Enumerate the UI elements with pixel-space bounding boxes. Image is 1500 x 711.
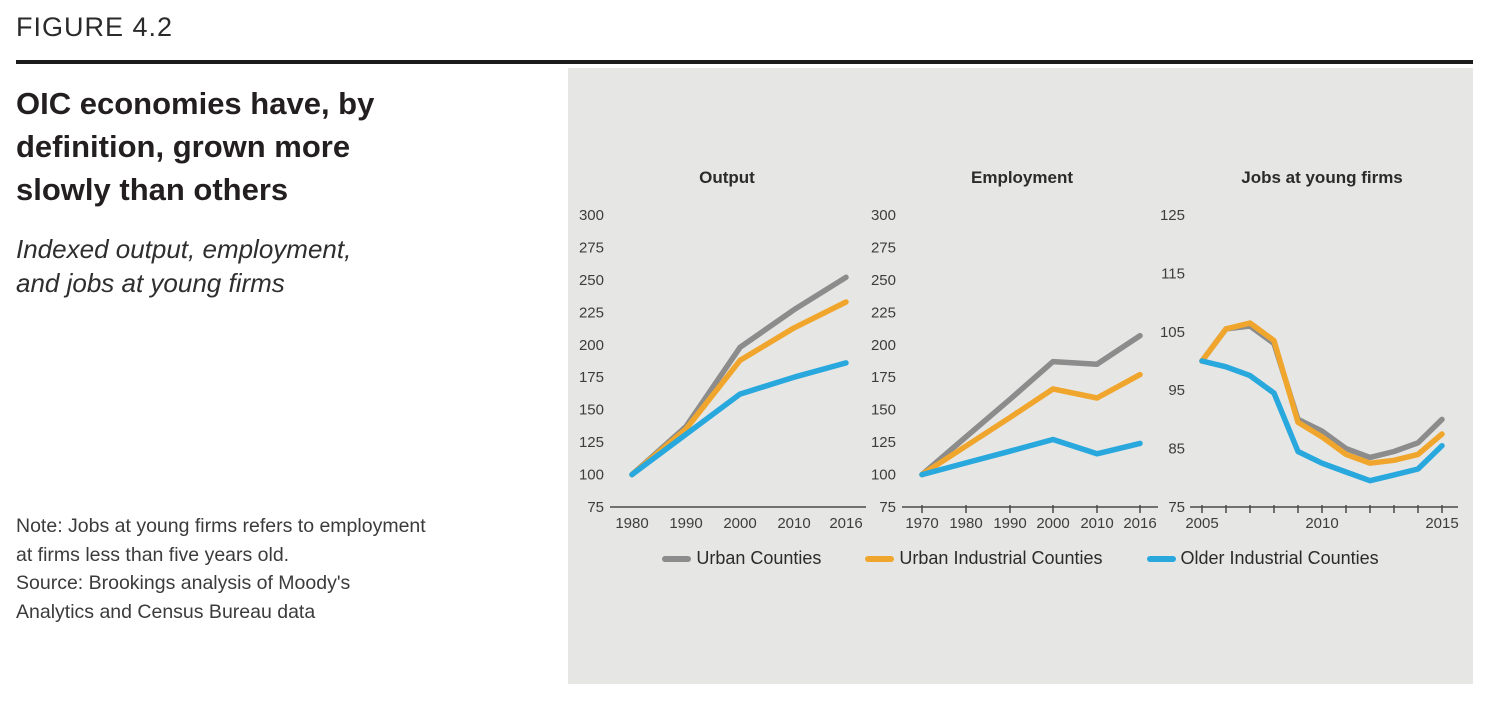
y-tick-label: 175	[579, 369, 604, 386]
series-line-older-industrial-counties	[919, 436, 1143, 478]
y-tick-label: 105	[1160, 324, 1185, 341]
y-tick-label: 250	[871, 272, 896, 289]
figure-notes: Note: Jobs at young firms refers to empl…	[16, 512, 536, 626]
y-tick-label: 100	[871, 467, 896, 484]
y-tick-label: 300	[579, 207, 604, 224]
chart-output: 300 275 250 225 200 175 150 125 100 75 1980 1990 200…	[579, 207, 866, 532]
series-line-urban-industrial-counties	[919, 371, 1143, 478]
chart-panel: Output Employment Jobs at young firms 30…	[568, 68, 1473, 684]
x-tick-label: 2010	[777, 515, 810, 532]
x-tick-label: 2016	[1123, 515, 1156, 532]
series-line-older-industrial-counties	[1199, 358, 1445, 484]
y-tick-label: 225	[871, 304, 896, 321]
y-tick-label: 125	[1160, 207, 1185, 224]
page-title-line: OIC economies have, by	[16, 86, 375, 121]
source-line: Source: Brookings analysis of Moody's	[16, 572, 351, 594]
source-line: Analytics and Census Bureau data	[16, 600, 316, 623]
x-tick-label: 2010	[1305, 515, 1338, 532]
page-title: OIC economies have, by definition, grown…	[16, 82, 476, 211]
y-tick-label: 75	[587, 499, 604, 516]
legend-item-urban-industrial-counties: Urban Industrial Counties	[865, 548, 1103, 569]
y-tick-label: 75	[879, 499, 896, 516]
series-line-urban-counties	[919, 332, 1143, 478]
page-subtitle: Indexed output, employment, and jobs at …	[16, 232, 476, 300]
x-tick-label: 1980	[949, 515, 982, 532]
x-tick-label: 1990	[993, 515, 1026, 532]
line-charts-canvas: 300 275 250 225 200 175 150 125 100 75 1980 1990 200…	[579, 207, 1459, 532]
x-tick-label: 2016	[829, 515, 862, 532]
x-tick-label: 2015	[1425, 515, 1458, 532]
y-tick-label: 175	[871, 369, 896, 386]
y-tick-label: 200	[579, 337, 604, 354]
x-tick-label: 2000	[723, 515, 756, 532]
legend-label: Urban Industrial Counties	[899, 548, 1103, 568]
note-line: at firms less than five years old.	[16, 543, 290, 566]
page-title-line: definition, grown more	[16, 129, 351, 164]
y-tick-label: 275	[579, 239, 604, 256]
horizontal-rule	[16, 60, 1473, 64]
line-swatch-icon	[865, 555, 895, 562]
y-tick-label: 100	[579, 467, 604, 484]
y-tick-label: 125	[579, 434, 604, 451]
y-tick-label: 150	[579, 402, 604, 419]
legend-item-older-industrial-counties: Older Industrial Counties	[1146, 548, 1379, 569]
y-tick-label: 150	[871, 402, 896, 419]
page-subtitle-line: Indexed output, employment,	[16, 234, 352, 264]
y-tick-label: 200	[871, 337, 896, 354]
page-title-line: slowly than others	[16, 172, 289, 207]
x-tick-label: 2010	[1080, 515, 1113, 532]
chart-title-employment: Employment	[970, 168, 1074, 187]
y-tick-label: 275	[871, 239, 896, 256]
series-line-urban-industrial-counties	[1199, 320, 1445, 466]
chart-title-jobs-at-young-firms: Jobs at young firms	[1241, 168, 1403, 187]
legend-label: Urban Counties	[696, 548, 822, 568]
y-tick-label: 115	[1161, 265, 1185, 282]
x-tick-label: 1980	[615, 515, 648, 532]
line-swatch-icon	[662, 555, 692, 562]
chart-title-output: Output	[699, 168, 755, 187]
y-tick-label: 225	[579, 304, 604, 321]
series-line-older-industrial-counties	[629, 360, 849, 478]
chart-legend: Urban Counties Urban Industrial Counties…	[568, 548, 1473, 569]
y-tick-label: 300	[871, 207, 896, 224]
legend-item-urban-counties: Urban Counties	[662, 548, 821, 569]
y-tick-label: 250	[579, 272, 604, 289]
legend-label: Older Industrial Counties	[1180, 548, 1379, 568]
chart-employment: 300 275 250 225 200 175 150 125 100 75 1970 1980 199…	[871, 207, 1158, 532]
y-tick-label: 125	[871, 434, 896, 451]
x-tick-label: 1990	[669, 515, 702, 532]
y-tick-label: 85	[1168, 441, 1185, 458]
y-tick-label: 75	[1168, 499, 1185, 516]
line-swatch-icon	[1146, 555, 1176, 562]
page-subtitle-line: and jobs at young firms	[16, 268, 285, 298]
figure-label: FIGURE 4.2	[16, 12, 174, 42]
note-line: Note: Jobs at young firms refers to empl…	[16, 515, 426, 537]
y-tick-label: 95	[1168, 382, 1185, 399]
series-line-urban-industrial-counties	[629, 299, 849, 478]
x-tick-label: 2005	[1185, 515, 1218, 532]
x-tick-label: 1970	[905, 515, 938, 532]
x-tick-label: 2000	[1036, 515, 1069, 532]
